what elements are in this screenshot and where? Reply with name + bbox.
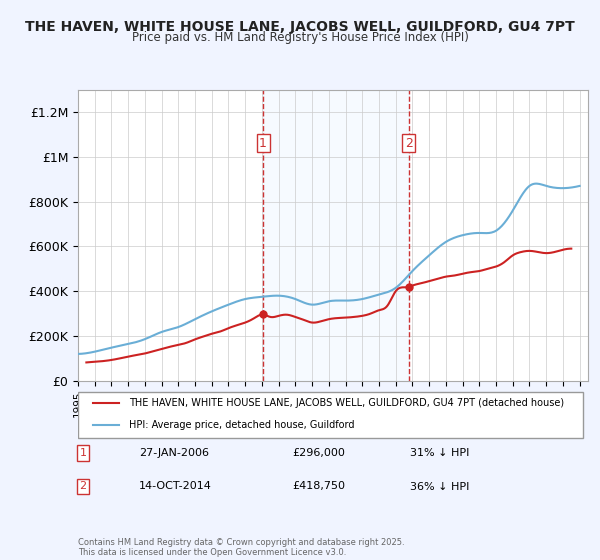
Text: 31% ↓ HPI: 31% ↓ HPI (409, 448, 469, 458)
Text: 14-OCT-2014: 14-OCT-2014 (139, 482, 212, 492)
Text: Price paid vs. HM Land Registry's House Price Index (HPI): Price paid vs. HM Land Registry's House … (131, 31, 469, 44)
Text: HPI: Average price, detached house, Guildford: HPI: Average price, detached house, Guil… (129, 421, 355, 431)
Text: 2: 2 (80, 482, 86, 492)
Text: 36% ↓ HPI: 36% ↓ HPI (409, 482, 469, 492)
Text: THE HAVEN, WHITE HOUSE LANE, JACOBS WELL, GUILDFORD, GU4 7PT: THE HAVEN, WHITE HOUSE LANE, JACOBS WELL… (25, 20, 575, 34)
Text: £418,750: £418,750 (292, 482, 345, 492)
Text: Contains HM Land Registry data © Crown copyright and database right 2025.
This d: Contains HM Land Registry data © Crown c… (78, 538, 404, 557)
Text: £296,000: £296,000 (292, 448, 345, 458)
Text: 27-JAN-2006: 27-JAN-2006 (139, 448, 209, 458)
Text: 1: 1 (80, 448, 86, 458)
Text: THE HAVEN, WHITE HOUSE LANE, JACOBS WELL, GUILDFORD, GU4 7PT (detached house): THE HAVEN, WHITE HOUSE LANE, JACOBS WELL… (129, 398, 564, 408)
Text: 1: 1 (259, 137, 267, 150)
Text: 2: 2 (405, 137, 413, 150)
FancyBboxPatch shape (78, 392, 583, 437)
Bar (263, 90, 409, 381)
